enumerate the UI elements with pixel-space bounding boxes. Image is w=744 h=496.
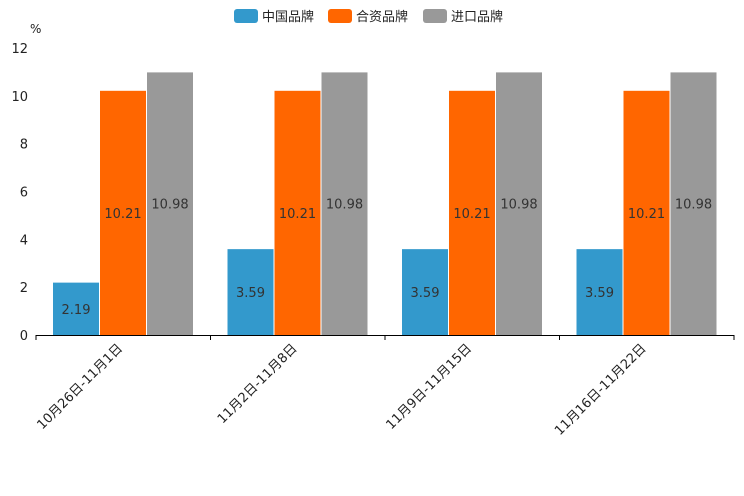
legend-item[interactable]: 中国品牌: [234, 9, 314, 25]
legend-label: 合资品牌: [356, 9, 408, 25]
y-tick-label: 10: [11, 90, 28, 105]
bar-data-label: 3.59: [585, 286, 614, 301]
legend-swatch: [234, 9, 258, 23]
bar-data-label: 10.21: [453, 207, 490, 222]
bar-data-label: 3.59: [236, 286, 265, 301]
x-axis: 10月26日-11月1日 11月2日-11月8日 11月9日-11月15日 11月16…: [34, 335, 735, 439]
bar-data-label: 3.59: [411, 286, 440, 301]
y-tick-label: 12: [11, 42, 28, 57]
legend-item[interactable]: 进口品牌: [423, 9, 503, 25]
y-tick-label: 6: [20, 186, 28, 201]
bar[interactable]: [449, 90, 495, 335]
bar[interactable]: [227, 249, 274, 335]
bar[interactable]: [147, 72, 193, 336]
legend: 中国品牌 合资品牌 进口品牌: [234, 9, 503, 25]
bar[interactable]: [576, 249, 623, 335]
y-tick-label: 8: [20, 138, 28, 153]
bar[interactable]: [623, 90, 670, 335]
bar[interactable]: [670, 72, 717, 336]
bar[interactable]: [402, 249, 448, 335]
bar[interactable]: [53, 282, 99, 335]
bar-data-label: 10.21: [628, 207, 665, 222]
bar-data-label: 10.21: [279, 207, 316, 222]
y-tick-label: 0: [20, 329, 28, 344]
x-tick-label: 11月2日-11月8日: [215, 341, 301, 427]
y-axis: 0 2 4 6 8 10 12: [11, 42, 28, 344]
y-tick-label: 4: [20, 233, 28, 248]
legend-item[interactable]: 合资品牌: [328, 9, 408, 25]
bar-data-label: 10.98: [675, 198, 712, 213]
y-axis-unit-label: %: [30, 22, 41, 36]
bar-data-label: 10.21: [104, 207, 141, 222]
bar-data-label: 10.98: [151, 198, 188, 213]
bar[interactable]: [321, 72, 368, 336]
x-tick-label: 10月26日-11月1日: [34, 341, 126, 433]
bar-data-label: 2.19: [62, 303, 91, 318]
y-tick-label: 2: [20, 281, 28, 296]
bars: 2.19 10.21 10.98 3.59 10.21 10.98 3.59 10.21 10.…: [53, 72, 717, 336]
legend-label: 进口品牌: [451, 9, 503, 25]
bar[interactable]: [274, 90, 321, 335]
legend-swatch: [423, 9, 447, 23]
bar-data-label: 10.98: [326, 198, 363, 213]
bar-data-label: 10.98: [500, 198, 537, 213]
bar[interactable]: [100, 90, 146, 335]
legend-swatch: [328, 9, 352, 23]
bar[interactable]: [496, 72, 542, 336]
x-tick-label: 11月9日-11月15日: [383, 341, 475, 433]
x-tick-label: 11月16日-11月22日: [552, 341, 649, 438]
legend-label: 中国品牌: [262, 9, 314, 25]
